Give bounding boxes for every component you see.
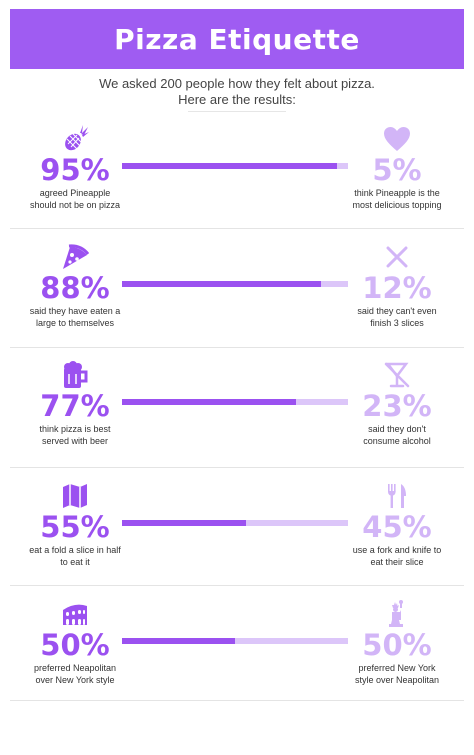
row-divider (10, 700, 464, 701)
title-banner: Pizza Etiquette (10, 9, 464, 69)
stat-caption: preferred New York style over Neapolitan (322, 662, 472, 686)
percent-value: 23% (362, 389, 432, 423)
stat-caption: use a fork and knife to eat their slice (322, 544, 472, 568)
stat-caption: think Pineapple is the most delicious to… (322, 187, 472, 211)
caption-line: use a fork and knife to (352, 545, 442, 555)
row-divider (10, 467, 464, 468)
caption-line: said they can't even (357, 306, 437, 316)
cross-icon (386, 246, 408, 268)
stat-caption: said they have eaten a large to themselv… (0, 305, 150, 329)
split-bar (122, 281, 348, 287)
stat-right: 23% said they don't consume alcohol (322, 361, 472, 447)
caption-line: most delicious topping (352, 200, 442, 210)
row-divider (10, 228, 464, 229)
caption-line: eat their slice (370, 557, 424, 567)
stat-row-style: 50% preferred Neapolitan over New York s… (0, 600, 474, 710)
split-bar (122, 638, 348, 644)
percent-value: 5% (372, 153, 422, 187)
percent-value: 95% (40, 153, 110, 187)
beer-mug-icon (64, 361, 88, 388)
split-bar-fill (122, 281, 321, 287)
caption-line: large to themselves (35, 318, 115, 328)
caption-line: think Pineapple is the (354, 188, 440, 198)
stat-row-fold: 55% eat a fold a slice in half to eat it… (0, 482, 474, 592)
percent-value: 55% (40, 510, 110, 544)
row-divider (10, 585, 464, 586)
split-bar (122, 520, 348, 526)
stat-right: 5% think Pineapple is the most delicious… (322, 125, 472, 211)
stat-caption: agreed Pineapple should not be on pizza (0, 187, 150, 211)
percent-value: 12% (362, 271, 432, 305)
caption-line: style over Neapolitan (354, 675, 440, 685)
stat-left: 77% think pizza is best served with beer (0, 361, 150, 447)
stat-caption: preferred Neapolitan over New York style (0, 662, 150, 686)
stat-row-pizza: 88% said they have eaten a large to them… (0, 243, 474, 353)
stat-row-pineapple: 95% agreed Pineapple should not be on pi… (0, 125, 474, 235)
stat-right: 45% use a fork and knife to eat their sl… (322, 482, 472, 568)
split-bar (122, 399, 348, 405)
stat-caption: said they don't consume alcohol (322, 423, 472, 447)
stat-right: 12% said they can't even finish 3 slices (322, 243, 472, 329)
caption-line: agreed Pineapple (39, 188, 111, 198)
percent-value: 45% (362, 510, 432, 544)
caption-line: should not be on pizza (29, 200, 121, 210)
split-bar (122, 163, 348, 169)
caption-line: eat a fold a slice in half (29, 545, 121, 555)
split-bar-fill (122, 520, 247, 526)
percent-value: 50% (40, 628, 110, 662)
caption-line: consume alcohol (363, 436, 431, 446)
caption-line: think pizza is best (39, 424, 111, 434)
caption-line: said they don't (368, 424, 426, 434)
stat-left: 88% said they have eaten a large to them… (0, 243, 150, 329)
caption-line: served with beer (41, 436, 109, 446)
split-bar-fill (122, 399, 297, 405)
caption-line: preferred Neapolitan (33, 663, 117, 673)
caption-line: said they have eaten a (29, 306, 121, 316)
folded-map-icon (63, 484, 87, 508)
stat-left: 55% eat a fold a slice in half to eat it (0, 482, 150, 568)
intro-line-1: We asked 200 people how they felt about … (99, 76, 375, 91)
statue-of-liberty-icon (389, 600, 403, 627)
stat-caption: think pizza is best served with beer (0, 423, 150, 447)
intro-line-2: Here are the results: (178, 92, 296, 107)
caption-line: preferred New York (358, 663, 436, 673)
caption-line: to eat it (60, 557, 90, 567)
colosseum-icon (63, 604, 87, 625)
split-bar-fill (122, 638, 235, 644)
stat-left: 95% agreed Pineapple should not be on pi… (0, 125, 150, 211)
caption-line: finish 3 slices (370, 318, 424, 328)
pineapple-icon (65, 125, 89, 151)
intro-text: We asked 200 people how they felt about … (0, 76, 474, 108)
stat-right: 50% preferred New York style over Neapol… (322, 600, 472, 686)
no-alcohol-glass-icon (384, 362, 410, 388)
percent-value: 50% (362, 628, 432, 662)
split-bar-fill (122, 163, 337, 169)
intro-divider (188, 111, 286, 112)
fork-knife-icon (388, 484, 406, 508)
stat-caption: eat a fold a slice in half to eat it (0, 544, 150, 568)
percent-value: 88% (40, 271, 110, 305)
heart-icon (384, 127, 410, 151)
caption-line: over New York style (35, 675, 115, 685)
page-title: Pizza Etiquette (114, 22, 360, 56)
stat-left: 50% preferred Neapolitan over New York s… (0, 600, 150, 686)
stat-caption: said they can't even finish 3 slices (322, 305, 472, 329)
stat-row-beer: 77% think pizza is best served with beer… (0, 361, 474, 471)
row-divider (10, 347, 464, 348)
percent-value: 77% (40, 389, 110, 423)
pizza-slice-icon (63, 244, 89, 269)
